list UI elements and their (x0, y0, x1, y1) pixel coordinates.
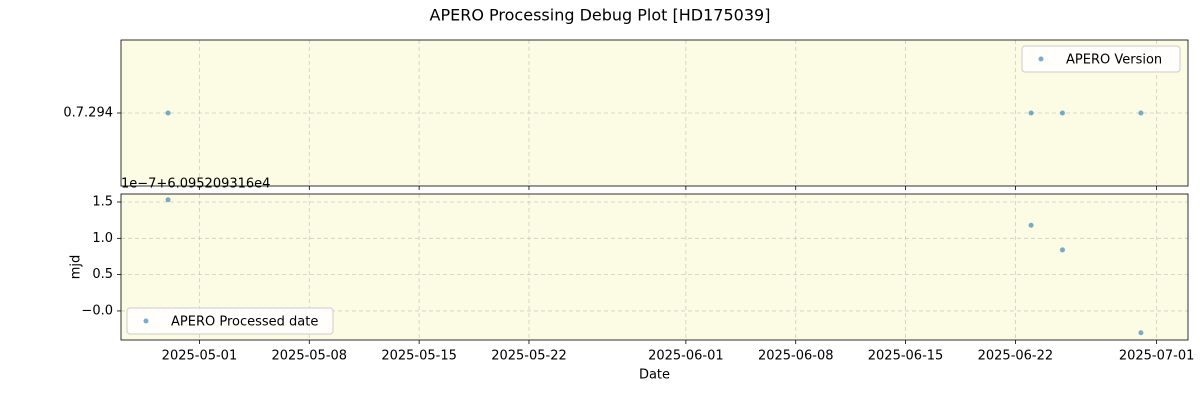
x-axis-label: Date (639, 368, 670, 383)
data-point (1028, 222, 1034, 228)
data-point (1028, 110, 1034, 116)
legend-box (1021, 45, 1181, 73)
y-tick-label: 0.5 (92, 267, 113, 282)
data-point (165, 110, 171, 116)
data-point (1138, 110, 1144, 116)
offset-label: 1e−7+6.095209316e4 (121, 177, 270, 192)
data-point (1138, 330, 1144, 336)
x-tick-label: 2025-06-01 (648, 349, 724, 364)
x-tick-label: 2025-06-15 (868, 349, 944, 364)
x-tick-label: 2025-05-01 (162, 349, 238, 364)
plot-frame (120, 193, 1189, 341)
x-tick-label: 2025-05-08 (272, 349, 348, 364)
data-point (1059, 110, 1065, 116)
legend-label: APERO Version (1066, 53, 1162, 68)
y-tick-label: 0.7.294 (63, 106, 113, 121)
x-tick-label: 2025-05-15 (381, 349, 457, 364)
x-tick-label: 2025-07-01 (1119, 349, 1195, 364)
y-axis-label: mjd (69, 255, 84, 280)
y-tick-label: 1.0 (92, 231, 113, 246)
plot-frame (120, 39, 1189, 187)
y-tick-label: 1.5 (92, 194, 113, 209)
x-tick-label: 2025-05-22 (491, 349, 567, 364)
data-point (165, 197, 171, 203)
figure-title: APERO Processing Debug Plot [HD175039] (430, 6, 771, 25)
x-tick-label: 2025-06-08 (758, 349, 834, 364)
legend-box (126, 307, 334, 335)
legend-label: APERO Processed date (171, 315, 318, 330)
data-point (1059, 247, 1065, 253)
legend-marker (1038, 56, 1044, 62)
x-tick-label: 2025-06-22 (978, 349, 1054, 364)
legend-marker (143, 318, 149, 324)
y-tick-label: −0.0 (81, 303, 113, 318)
